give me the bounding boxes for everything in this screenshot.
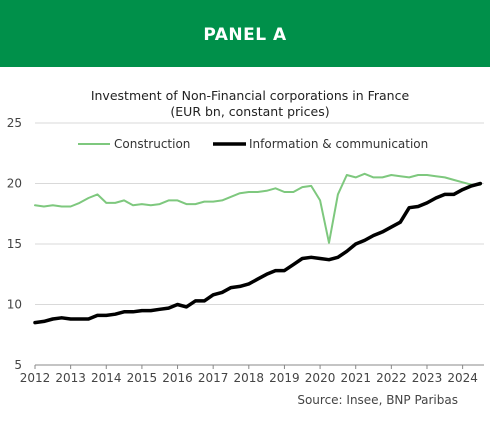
x-tick-label: 2024 [447,371,478,385]
x-tick-label: 2018 [234,371,265,385]
source-note: Source: Insee, BNP Paribas [297,393,458,407]
x-tick-label: 2014 [91,371,122,385]
y-tick-label: 10 [7,298,22,312]
legend-label: Information & communication [249,137,428,151]
series-line-info-communication [33,181,483,325]
x-tick-label: 2022 [376,371,407,385]
legend-label: Construction [114,137,190,151]
x-tick-label: 2020 [305,371,336,385]
series-lines [33,172,483,325]
chart-subtitle: (EUR bn, constant prices) [170,104,330,119]
y-tick-label: 15 [7,237,22,251]
chart-title: Investment of Non-Financial corporations… [90,88,410,103]
x-tick-label: 2016 [162,371,193,385]
y-tick-label: 5 [14,358,22,372]
legend: Construction Information & communication [78,137,428,151]
series-line-construction [34,172,482,244]
x-tick-label: 2023 [412,371,443,385]
gridlines [35,122,484,305]
x-tick-label: 2012 [20,371,51,385]
y-tick-label: 20 [7,177,22,191]
x-tick-label: 2019 [269,371,300,385]
x-tick-label: 2013 [55,371,86,385]
x-tick-label: 2015 [127,371,158,385]
panel-title: PANEL A [203,25,287,45]
x-tick-label: 2021 [340,371,371,385]
x-tick-label: 2017 [198,371,229,385]
x-axis: 2012 2013 2014 2015 2016 2017 2018 2019 2020 2021… [20,364,484,385]
panel-banner [0,0,490,67]
y-tick-label: 25 [7,116,22,130]
y-axis: 5 10 15 20 25 [7,116,22,372]
